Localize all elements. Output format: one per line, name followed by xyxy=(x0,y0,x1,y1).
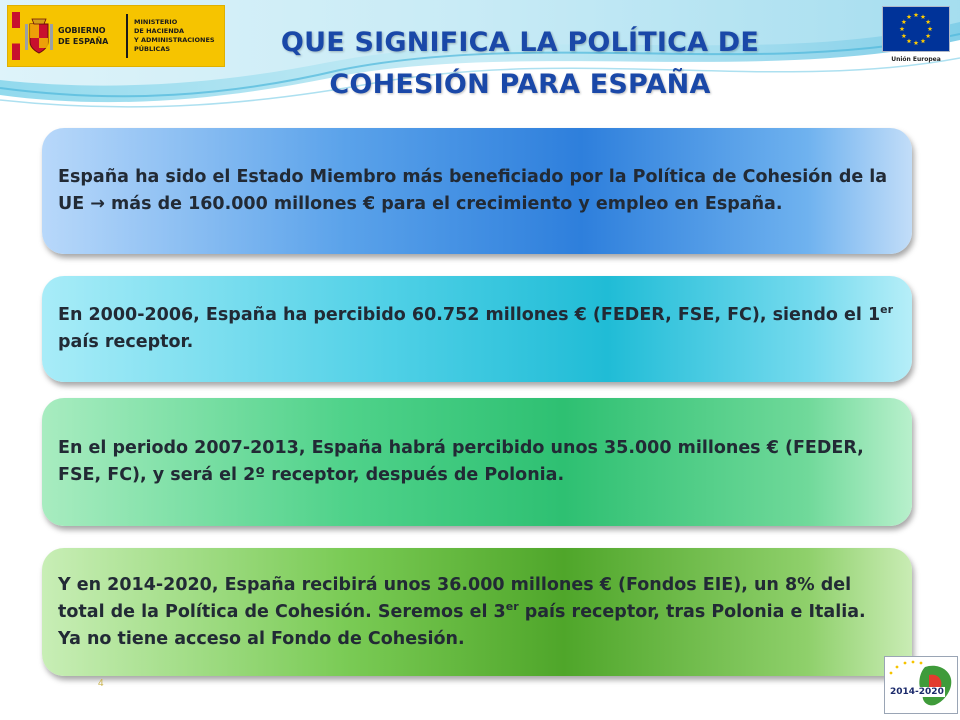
box4-text-before: Y en 2014-2020, España recibirá unos 36.… xyxy=(58,574,852,622)
info-box-text: Y en 2014-2020, España recibirá unos 36.… xyxy=(58,572,894,653)
ministry-line4: PÚBLICAS xyxy=(134,45,171,53)
ministry-name: MINISTERIO DE HACIENDA Y ADMINISTRACIONE… xyxy=(134,6,224,66)
info-box-2000-2006: En 2000-2006, España ha percibido 60.752… xyxy=(42,276,912,382)
box2-text-before: En 2000-2006, España ha percibido 60.752… xyxy=(58,305,881,325)
eu-star xyxy=(913,40,919,46)
eu-caption: Unión Europea xyxy=(891,56,941,63)
eu-star xyxy=(906,14,912,19)
eu-flag-icon xyxy=(882,6,950,52)
box1-text-before: España ha sido el Estado Miembro más ben… xyxy=(58,167,888,214)
eu-star xyxy=(899,26,905,32)
eu-star xyxy=(925,33,931,39)
ministry-line1: MINISTERIO xyxy=(134,18,178,26)
info-box-2007-2013: En el periodo 2007-2013, España habrá pe… xyxy=(42,398,912,526)
box3-text: En el periodo 2007-2013, España habrá pe… xyxy=(58,438,864,485)
box2-superscript: er xyxy=(880,303,894,317)
eu-star xyxy=(920,38,926,44)
eu-star xyxy=(901,33,907,39)
info-box-text: En 2000-2006, España ha percibido 60.752… xyxy=(58,302,894,356)
eu-star xyxy=(925,19,931,25)
box4-text-after: país receptor, tras Polonia e Italia. Ya… xyxy=(58,601,866,649)
eu-logo: Unión Europea xyxy=(880,6,952,68)
arrow-right-icon: → xyxy=(90,194,105,214)
logo-divider xyxy=(126,14,128,58)
ministry-line3: Y ADMINISTRACIONES xyxy=(134,36,215,44)
gov-name-line1: GOBIERNO xyxy=(58,26,106,35)
header-wave-decoration xyxy=(0,0,960,108)
ministry-line2: DE HACIENDA xyxy=(134,27,185,35)
info-box-2014-2020: Y en 2014-2020, España recibirá unos 36.… xyxy=(42,548,912,676)
spain-flag-stripe xyxy=(12,12,20,60)
title-line1: QUE SIGNIFICA LA POLÍTICA DE xyxy=(280,27,760,58)
page-title: QUE SIGNIFICA LA POLÍTICA DE COHESIÓN PA… xyxy=(220,22,820,106)
info-box-text: España ha sido el Estado Miembro más ben… xyxy=(58,164,894,218)
government-logo: GOBIERNO DE ESPAÑA MINISTERIO DE HACIEND… xyxy=(8,6,224,66)
eu-star xyxy=(920,14,926,19)
period-2014-2020-logo: 2014-2020 xyxy=(884,656,958,714)
eu-star xyxy=(906,38,912,44)
eu-star xyxy=(901,19,907,25)
government-name: GOBIERNO DE ESPAÑA xyxy=(58,6,120,66)
eu-star xyxy=(913,12,919,18)
period-label: 2014-2020 xyxy=(889,687,945,697)
title-line2: COHESIÓN PARA ESPAÑA xyxy=(329,69,711,100)
spain-coat-of-arms-icon xyxy=(20,6,58,66)
eu-star xyxy=(927,26,933,32)
gov-name-line2: DE ESPAÑA xyxy=(58,37,109,46)
box2-text-after: país receptor. xyxy=(58,332,194,352)
info-box-cohesion-total: España ha sido el Estado Miembro más ben… xyxy=(42,128,912,254)
page-number: 4 xyxy=(98,678,104,689)
box1-text-after: más de 160.000 millones € para el crecim… xyxy=(104,194,783,214)
box4-superscript: er xyxy=(505,599,519,613)
